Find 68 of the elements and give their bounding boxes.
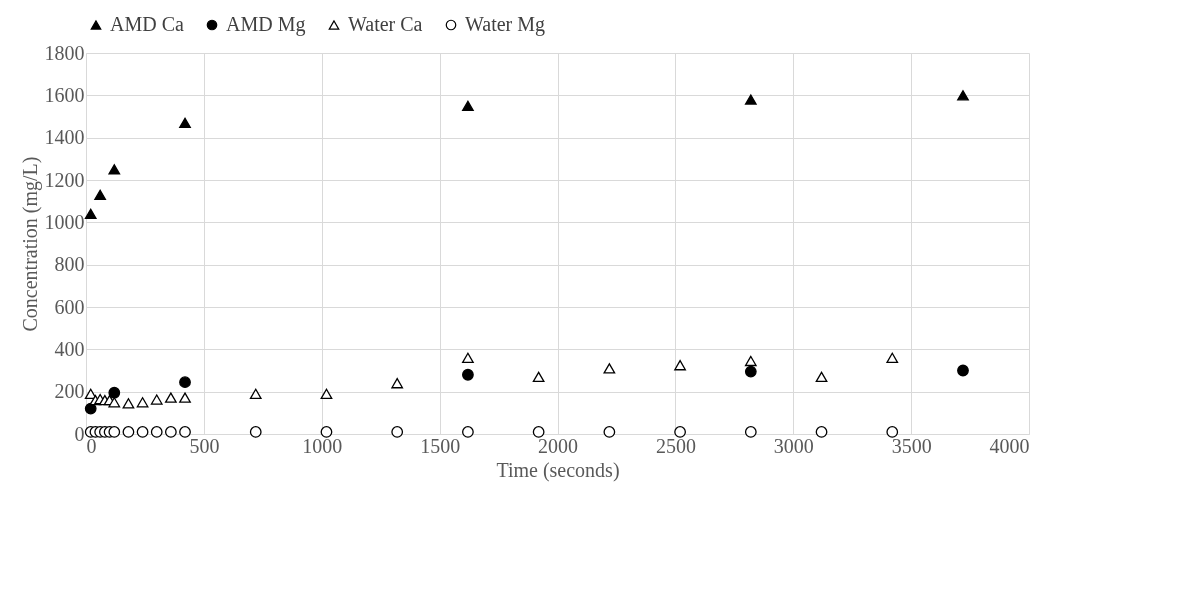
point — [179, 392, 191, 403]
y-tick-label: 1600 — [44, 83, 85, 106]
point — [674, 426, 686, 438]
point — [108, 397, 121, 408]
point — [84, 208, 97, 220]
point — [744, 426, 757, 438]
point — [744, 94, 757, 105]
x-tick-label: 3500 — [891, 434, 932, 457]
point — [815, 371, 828, 383]
point — [815, 426, 828, 438]
point — [886, 426, 899, 438]
point — [108, 386, 121, 399]
x-tick-label: 1500 — [420, 434, 461, 457]
point — [886, 352, 899, 363]
point — [957, 364, 969, 377]
point — [122, 398, 135, 409]
point — [249, 388, 262, 399]
point — [462, 352, 474, 363]
x-tick-label: 3000 — [773, 434, 814, 457]
point — [320, 388, 333, 399]
point — [94, 189, 107, 201]
point — [532, 426, 545, 438]
y-axis-title: Concentration (mg/L) — [18, 156, 42, 332]
legend-label: Water Ca — [348, 13, 423, 35]
legend-label: Water Mg — [465, 13, 546, 36]
y-tick-label: 1800 — [44, 41, 85, 64]
x-tick-label: 4000 — [989, 434, 1030, 457]
point — [462, 368, 474, 381]
x-tick-label: 2500 — [655, 434, 696, 457]
point — [674, 360, 686, 371]
point — [164, 392, 177, 403]
point — [249, 426, 262, 438]
y-tick-label: 1000 — [44, 210, 85, 233]
point — [150, 426, 163, 438]
y-tick-label: 1200 — [44, 168, 85, 191]
y-tick-label: 1400 — [44, 126, 85, 149]
point — [179, 117, 191, 129]
point — [391, 378, 404, 389]
x-tick-label: 1000 — [302, 434, 343, 457]
point — [179, 376, 191, 389]
point — [136, 426, 149, 438]
point — [744, 365, 757, 378]
point — [603, 426, 616, 438]
point — [84, 402, 97, 415]
point — [179, 426, 191, 438]
point — [164, 426, 177, 438]
point — [150, 394, 163, 405]
y-tick-label: 400 — [54, 337, 85, 360]
point — [320, 426, 333, 438]
x-tick-label: 500 — [189, 434, 220, 457]
point — [108, 164, 121, 175]
point — [122, 426, 135, 438]
y-tick-label: 600 — [54, 295, 85, 318]
point — [744, 355, 757, 367]
point — [603, 363, 616, 374]
point — [462, 426, 474, 438]
point — [108, 426, 121, 438]
point — [136, 397, 149, 408]
y-tick-label: 800 — [54, 253, 85, 276]
x-tick-label: 2000 — [538, 434, 578, 457]
point — [957, 90, 969, 101]
y-tick-label: 200 — [54, 380, 85, 403]
point — [462, 100, 474, 112]
x-axis-title: Time (seconds) — [496, 458, 620, 482]
point — [532, 371, 545, 383]
legend-label: AMD Mg — [226, 13, 306, 36]
point — [391, 426, 404, 438]
legend-label: AMD Ca — [110, 13, 185, 35]
